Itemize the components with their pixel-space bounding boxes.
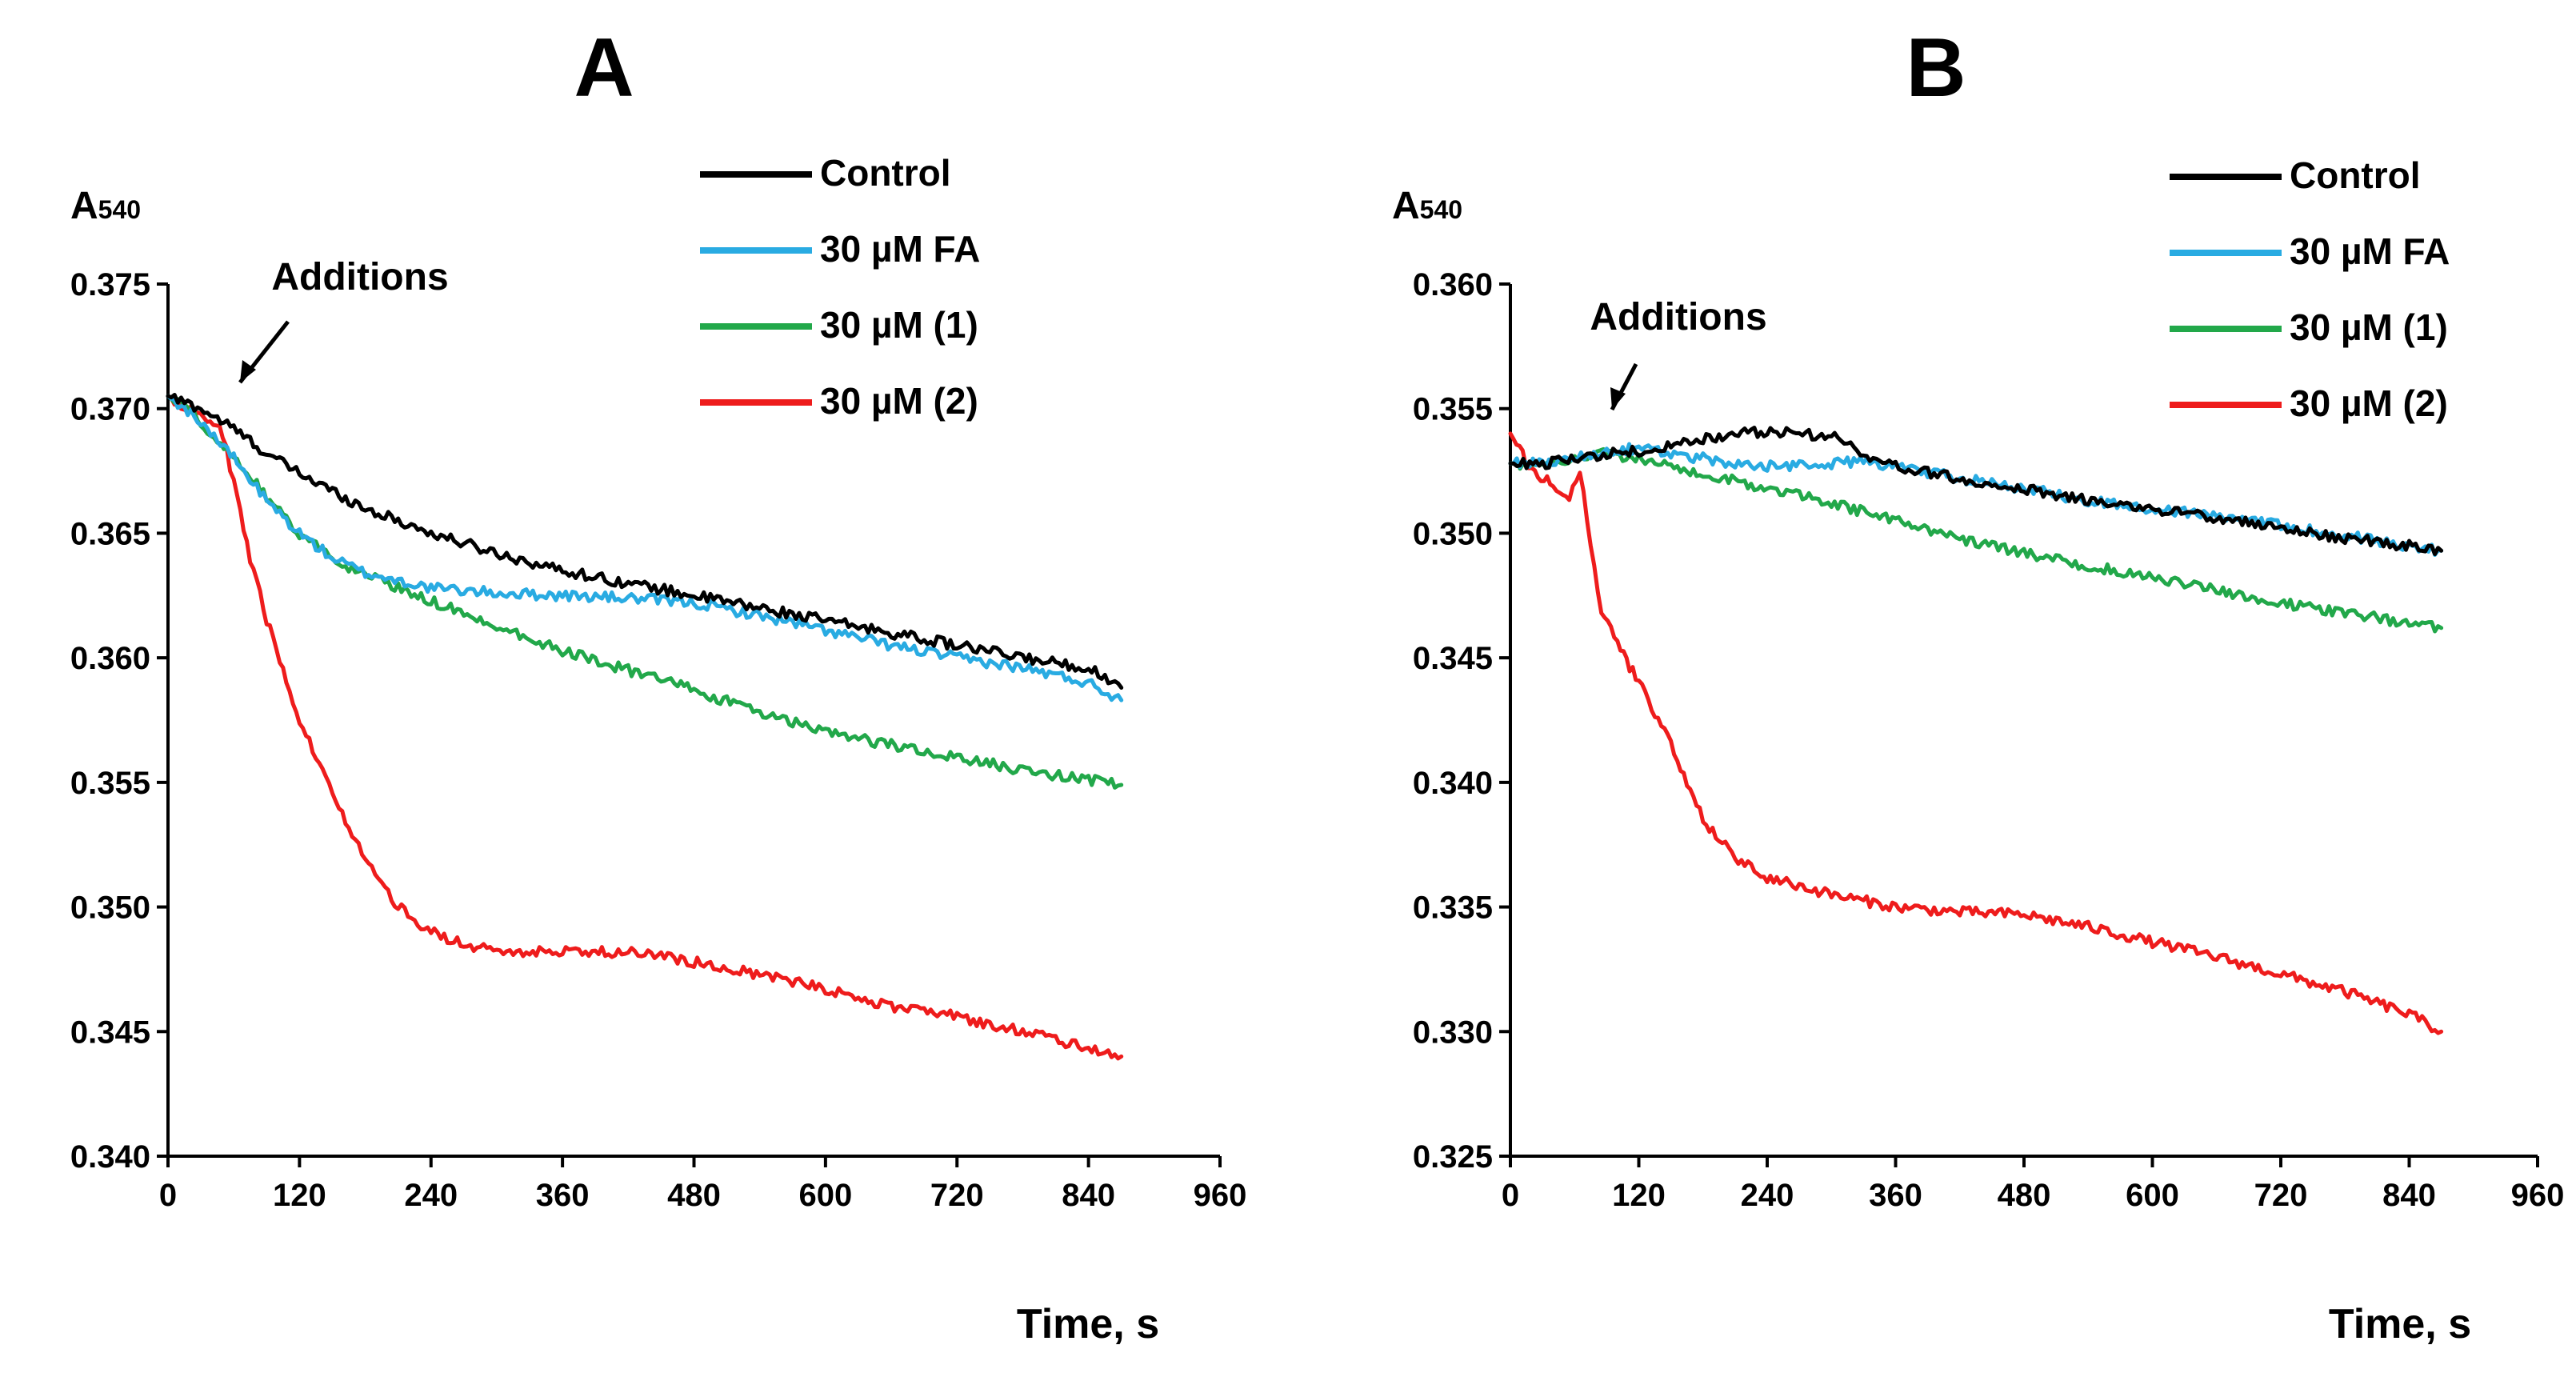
legend-label-b: Control <box>2290 154 2421 196</box>
x-ticks-a: 0 120 240 360 480 600 720 840 960 <box>159 1156 1247 1213</box>
chart-panel-a: A A540 Time, s 0.3400.3450.3500.3550.360… <box>70 22 1246 1347</box>
x-axis-title-b: Time, s <box>2329 1301 2471 1347</box>
y-axis-label-b: A540 <box>1392 185 1462 227</box>
legend-b: Control 30 µM FA 30 µM (1) 30 µM (2) <box>2170 154 2450 424</box>
additions-arrowhead-b <box>1610 387 1626 410</box>
x-tick-label-b: 0 <box>1502 1178 1519 1213</box>
x-tick-label-a: 480 <box>667 1178 721 1213</box>
legend-label-a: 30 µM (2) <box>820 380 978 422</box>
x-axis-title-a: Time, s <box>1017 1301 1159 1347</box>
y-tick-label-b: 0.330 <box>1413 1015 1493 1050</box>
y-tick-label-b: 0.325 <box>1413 1139 1493 1175</box>
y-tick-label-a: 0.345 <box>70 1015 150 1050</box>
series-line-30-m-2-a <box>166 394 1124 1061</box>
legend-label-b: 30 µM (2) <box>2290 382 2448 424</box>
x-tick-label-a: 120 <box>273 1178 326 1213</box>
y-ticks-b: 0.325 0.330 0.335 0.340 0.345 0.350 0.355 0.360 <box>1413 267 1510 1175</box>
annotation-a: Additions <box>238 256 449 384</box>
series-line-control-a <box>166 393 1124 690</box>
y-axis-label-a: A540 <box>70 185 141 227</box>
x-tick-label-b: 600 <box>2126 1178 2179 1213</box>
series-group-b <box>1508 426 2444 1035</box>
y-tick-label-a: 0.340 <box>70 1139 150 1175</box>
x-tick-label-b: 960 <box>2511 1178 2565 1213</box>
y-tick-label-b: 0.345 <box>1413 641 1493 676</box>
legend-label-a: Control <box>820 152 951 194</box>
y-ticks-a: 0.340 0.345 0.350 0.355 0.360 0.365 0.370 0.375 <box>70 267 168 1175</box>
y-axis-label-a-main: A <box>70 185 98 227</box>
x-tick-label-b: 360 <box>1869 1178 1922 1213</box>
x-tick-label-a: 0 <box>159 1178 177 1213</box>
y-axis-label-a-sub: 540 <box>98 195 141 224</box>
additions-arrowhead-a <box>240 360 256 382</box>
legend-label-a: 30 µM FA <box>820 228 980 270</box>
panel-label-a: A <box>574 22 634 114</box>
x-tick-label-b: 240 <box>1741 1178 1794 1213</box>
x-tick-label-a: 240 <box>404 1178 458 1213</box>
x-tick-label-a: 360 <box>536 1178 590 1213</box>
series-line-30-m-fa-b <box>1508 442 2444 557</box>
x-tick-label-a: 600 <box>799 1178 853 1213</box>
series-line-30-m-1-a <box>166 394 1124 790</box>
x-tick-label-a: 840 <box>1062 1178 1115 1213</box>
x-ticks-b: 0 120 240 360 480 600 720 840 960 <box>1502 1156 2565 1213</box>
legend-a: Control 30 µM FA 30 µM (1) 30 µM (2) <box>700 152 980 422</box>
additions-annotation-b: Additions <box>1590 296 1766 338</box>
x-tick-label-b: 720 <box>2254 1178 2308 1213</box>
y-tick-label-b: 0.350 <box>1413 516 1493 551</box>
chart-panel-b: B A540 Time, s 0.325 0.330 0.335 0.340 0.345… <box>1392 22 2564 1347</box>
y-tick-label-a: 0.360 <box>70 641 150 676</box>
x-tick-label-b: 480 <box>1998 1178 2051 1213</box>
y-tick-label-a: 0.375 <box>70 267 150 302</box>
legend-label-b: 30 µM (1) <box>2290 306 2448 348</box>
y-tick-label-a: 0.370 <box>70 392 150 427</box>
x-tick-label-b: 840 <box>2382 1178 2436 1213</box>
series-line-30-m-1-b <box>1508 446 2444 634</box>
y-tick-label-b: 0.335 <box>1413 891 1493 926</box>
annotation-b: Additions <box>1590 296 1767 411</box>
legend-label-b: 30 µM FA <box>2290 230 2450 272</box>
y-tick-label-b: 0.355 <box>1413 392 1493 427</box>
series-group-a <box>166 393 1124 1061</box>
axes-a <box>166 284 1220 1158</box>
panel-label-b: B <box>1906 22 1966 114</box>
y-tick-label-b: 0.360 <box>1413 267 1493 302</box>
series-line-30-m-2-b <box>1508 431 2444 1035</box>
y-tick-label-b: 0.340 <box>1413 766 1493 801</box>
x-tick-label-b: 120 <box>1612 1178 1666 1213</box>
x-tick-label-a: 960 <box>1194 1178 1247 1213</box>
y-tick-label-a: 0.365 <box>70 516 150 551</box>
y-tick-label-a: 0.350 <box>70 891 150 926</box>
series-line-control-b <box>1508 426 2444 556</box>
y-axis-label-b-main: A <box>1392 185 1420 227</box>
legend-label-a: 30 µM (1) <box>820 304 978 346</box>
x-tick-label-a: 720 <box>930 1178 984 1213</box>
series-line-30-m-fa-a <box>166 394 1124 703</box>
y-axis-label-b-sub: 540 <box>1420 195 1462 224</box>
y-tick-label-a: 0.355 <box>70 766 150 801</box>
additions-annotation-a: Additions <box>271 256 448 298</box>
